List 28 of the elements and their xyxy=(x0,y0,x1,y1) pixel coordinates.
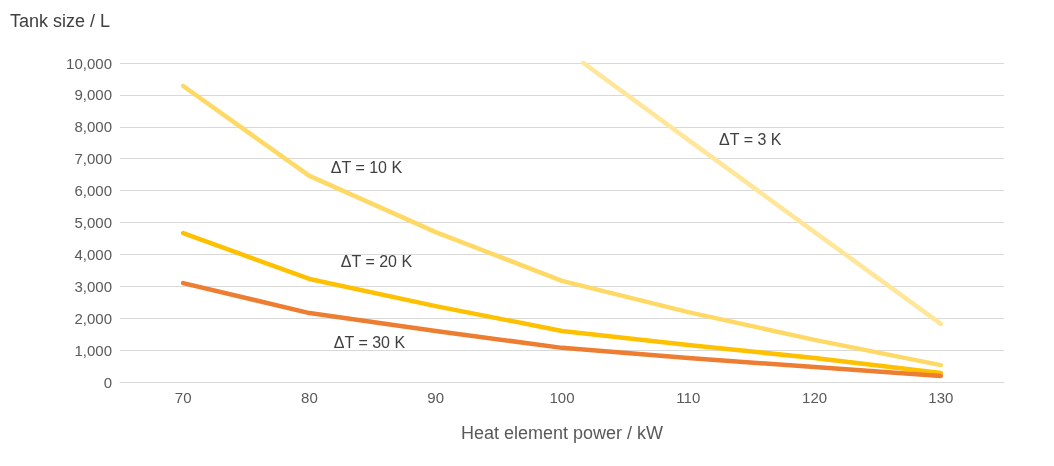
y-tick-label: 5,000 xyxy=(74,214,112,231)
y-tick-label: 8,000 xyxy=(74,118,112,136)
line-series xyxy=(180,230,944,376)
x-tick-label: 110 xyxy=(676,389,701,406)
y-tick-label: 2,000 xyxy=(74,309,112,327)
x-tick-label: 120 xyxy=(802,389,828,406)
x-tick-label: 90 xyxy=(427,389,445,406)
y-tick-label: 9,000 xyxy=(74,86,112,104)
y-tick-label: 1,000 xyxy=(74,341,112,359)
y-tick-label: 10,000 xyxy=(66,54,112,72)
x-tick-label: 100 xyxy=(549,389,575,406)
x-tick-label: 80 xyxy=(301,389,318,406)
y-tick-label: 7,000 xyxy=(74,150,112,168)
y-tick-label: 3,000 xyxy=(74,277,112,295)
y-axis-title: Tank size / L xyxy=(10,11,111,31)
line-series xyxy=(180,280,944,379)
series-label: ΔT = 20 K xyxy=(340,253,413,271)
series-label: ΔT = 30 K xyxy=(333,333,406,351)
x-axis-title: Heat element power / kW xyxy=(460,423,664,443)
series-label: ΔT = 3 K xyxy=(719,131,782,149)
y-tick-label: 6,000 xyxy=(74,182,112,200)
x-tick-label: 130 xyxy=(928,389,954,406)
y-tick-label: 0 xyxy=(103,373,112,391)
series-label: ΔT = 10 K xyxy=(330,159,403,177)
x-tick-label: 70 xyxy=(174,389,192,406)
line-series xyxy=(581,60,944,327)
line-series xyxy=(180,83,944,368)
y-tick-label: 4,000 xyxy=(74,245,112,263)
